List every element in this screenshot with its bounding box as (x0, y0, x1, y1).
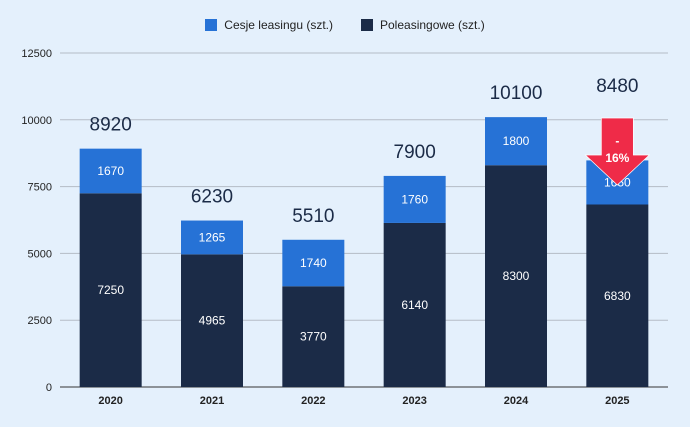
data-label: 1670 (97, 164, 124, 178)
bar-segment (485, 117, 547, 166)
bar-segment (181, 220, 243, 255)
bar-segment (586, 204, 649, 387)
y-tick-label: 12500 (21, 48, 52, 60)
annotation-text: 16% (605, 151, 629, 165)
y-tick-label: 10000 (21, 115, 52, 127)
data-label: 7250 (97, 283, 124, 297)
legend: Cesje leasingu (szt.) Poleasingowe (szt.… (0, 18, 690, 32)
y-tick-label: 5000 (28, 248, 52, 260)
legend-item-poleasingowe: Poleasingowe (szt.) (361, 18, 485, 32)
annotation-text: - (615, 134, 619, 148)
bar-segment (282, 286, 345, 387)
data-label: 1265 (199, 230, 226, 244)
legend-swatch (361, 19, 373, 31)
data-label: 3770 (300, 330, 327, 344)
data-label: 8300 (503, 269, 530, 283)
legend-item-cesje: Cesje leasingu (szt.) (205, 18, 333, 32)
bar-segment (79, 148, 142, 194)
x-tick-label: 2022 (301, 395, 325, 407)
legend-label: Poleasingowe (szt.) (380, 18, 485, 32)
x-tick-label: 2021 (200, 395, 224, 407)
x-tick-label: 2025 (605, 395, 629, 407)
bar-segment (181, 254, 243, 387)
bar-segment (79, 193, 142, 387)
y-tick-label: 7500 (28, 182, 52, 194)
x-tick-label: 2023 (402, 395, 426, 407)
total-label: 6230 (191, 187, 233, 208)
total-label: 8480 (596, 76, 638, 97)
data-label: 1740 (300, 256, 327, 270)
bar-segment (383, 175, 446, 223)
x-tick-label: 2024 (504, 395, 529, 407)
x-tick-label: 2020 (98, 395, 122, 407)
data-label: 1760 (401, 192, 428, 206)
legend-swatch (205, 19, 218, 31)
y-tick-label: 0 (46, 382, 52, 394)
total-label: 8920 (90, 115, 132, 136)
data-label: 6140 (401, 298, 428, 312)
bar-segment (383, 222, 446, 387)
data-label: 1800 (503, 134, 530, 148)
total-label: 10100 (490, 83, 543, 104)
data-label: 4965 (199, 314, 226, 328)
bar-segment (282, 239, 345, 287)
total-label: 7900 (394, 142, 436, 163)
total-label: 5510 (292, 206, 334, 227)
down-arrow-icon (584, 117, 651, 186)
legend-label: Cesje leasingu (szt.) (224, 18, 333, 32)
y-tick-label: 2500 (28, 315, 52, 327)
data-label: 6830 (604, 289, 631, 303)
bar-segment (485, 165, 547, 387)
